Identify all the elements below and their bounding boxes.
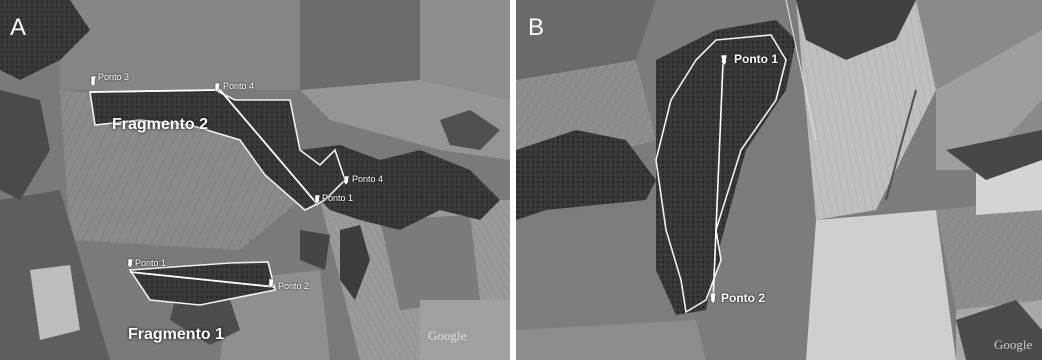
satellite-panel-b: B Ponto 1 Ponto 2 Google	[516, 0, 1042, 360]
fragment-2-label: Fragmento 2	[112, 116, 209, 133]
google-watermark: Google	[428, 328, 467, 343]
google-watermark: Google	[994, 337, 1033, 352]
satellite-panel-a: A Ponto 3 Ponto 4 Ponto 4 Ponto 1 Ponto …	[0, 0, 510, 360]
pin-label: Ponto 4	[352, 174, 384, 184]
pin-label: Ponto 2	[278, 281, 310, 291]
pin-label: Ponto 4	[223, 81, 255, 91]
panel-a-letter: A	[10, 14, 27, 41]
fragment-1-label: Fragmento 1	[128, 326, 225, 343]
panel-divider	[510, 0, 516, 360]
pin-label: Ponto 3	[98, 72, 130, 82]
pin-label: Ponto 1	[734, 52, 778, 66]
panel-b-letter: B	[528, 14, 545, 41]
satellite-imagery-a	[0, 0, 510, 360]
pin-label: Ponto 1	[322, 193, 354, 203]
satellite-imagery-b	[516, 0, 1042, 360]
pin-label: Ponto 1	[135, 258, 167, 268]
pin-label: Ponto 2	[721, 291, 765, 305]
